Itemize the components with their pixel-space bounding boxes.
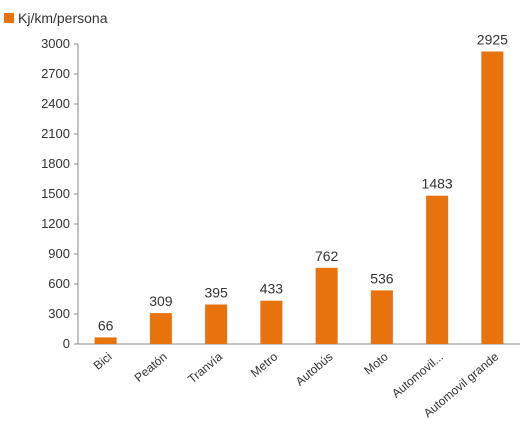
legend-swatch [4,13,14,23]
x-tick-label: Bici [91,350,115,373]
y-tick-label: 3000 [41,36,70,51]
data-label: 1483 [422,176,453,192]
data-label: 762 [315,248,339,264]
data-label: 433 [260,281,284,297]
legend-label: Kj/km/persona [18,10,108,26]
data-label: 2925 [477,32,508,48]
x-tick-label: Peatón [132,350,170,385]
bar [149,313,172,344]
y-tick-label: 1200 [41,216,70,231]
y-tick-label: 1800 [41,156,70,171]
y-tick-label: 0 [63,336,70,351]
data-label: 66 [98,317,114,333]
bar [426,195,449,344]
bar [94,337,117,344]
bar [315,267,338,344]
y-tick-label: 600 [48,276,70,291]
data-label: 309 [149,293,173,309]
bar [481,51,504,344]
y-tick-label: 2400 [41,96,70,111]
data-label: 536 [370,270,394,286]
x-tick-label: Metro [248,349,281,380]
y-tick-label: 2100 [41,126,70,141]
y-tick-label: 2700 [41,66,70,81]
y-tick-label: 1500 [41,186,70,201]
bar [370,290,393,344]
bar [260,300,283,344]
x-tick-label: Moto [361,349,391,377]
x-tick-label: Automovil... [389,350,446,401]
x-tick-label: Autobús [293,350,336,389]
y-tick-label: 300 [48,306,70,321]
y-tick-label: 900 [48,246,70,261]
x-tick-label: Tranvía [185,349,225,386]
legend: Kj/km/persona [4,10,107,26]
bar [205,304,228,344]
data-label: 395 [204,285,228,301]
